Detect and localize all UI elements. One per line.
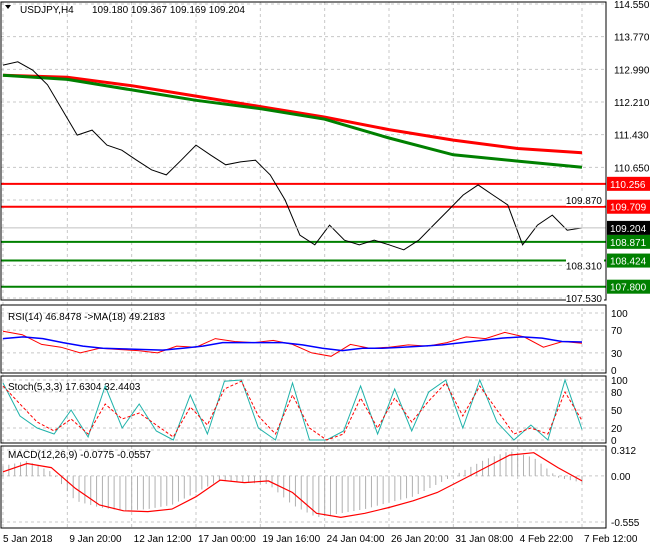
level-label-bg xyxy=(607,176,650,191)
macd-title: MACD(12,26,9) -0.0775 -0.0557 xyxy=(8,450,151,461)
y-tick-label-bg xyxy=(566,259,604,272)
macd-panel xyxy=(2,451,583,519)
x-tick-label: 31 Jan 08:00 xyxy=(455,534,513,545)
stoch-title: Stoch(5,3,3) 17.6304 32.4403 xyxy=(8,382,141,393)
x-tick-label: 12 Jan 12:00 xyxy=(134,534,192,545)
x-tick-label: 9 Jan 20:00 xyxy=(69,534,122,545)
y-tick-label: -0.555 xyxy=(611,518,640,529)
y-tick-label: 112.210 xyxy=(614,98,650,109)
y-tick-label: 111.430 xyxy=(614,131,649,142)
level-label-bg xyxy=(607,234,650,249)
y-tick-label: 107.530 xyxy=(566,294,603,305)
x-tick-label: 7 Feb 12:00 xyxy=(584,534,638,545)
x-tick-label: 4 Feb 22:00 xyxy=(520,534,574,545)
y-tick-label: 108.310 xyxy=(566,261,603,272)
level-label-bg xyxy=(607,199,650,214)
x-tick-label: 26 Jan 20:00 xyxy=(391,534,449,545)
rsi-panel xyxy=(2,330,583,357)
stoch-panel xyxy=(2,378,583,441)
y-tick-label: 0 xyxy=(611,436,617,447)
level-label: 110.256 xyxy=(610,180,646,191)
y-tick-label: 30 xyxy=(611,349,623,360)
ma-line xyxy=(2,73,583,169)
grid xyxy=(1,2,606,528)
y-tick-label: 20 xyxy=(611,424,623,435)
y-tick-label: 100 xyxy=(611,376,628,387)
x-tick-label: 5 Jan 2018 xyxy=(3,534,53,545)
ohlc-readout: 109.180 109.367 109.169 109.204 xyxy=(92,5,245,16)
y-tick-label: 80 xyxy=(611,388,623,399)
level-label-bg xyxy=(607,279,650,294)
panel-frame xyxy=(0,304,607,374)
y-tick-label: 0 xyxy=(611,366,617,377)
level-label: 108.424 xyxy=(610,257,647,268)
x-tick-label: 17 Jan 00:00 xyxy=(198,534,256,545)
price-line xyxy=(2,61,583,251)
current-price-bg xyxy=(607,220,650,235)
level-label: 108.871 xyxy=(610,238,647,249)
y-tick-label: 0.00 xyxy=(611,472,631,483)
y-tick-label-bg xyxy=(566,194,604,206)
price-panel xyxy=(1,61,606,288)
level-label: 109.709 xyxy=(610,203,647,214)
macd-signal-line xyxy=(2,452,583,519)
y-tick-label: 0.312 xyxy=(611,446,636,457)
panel-frame xyxy=(0,445,607,529)
y-tick-label: 112.990 xyxy=(614,65,650,76)
collapse-triangle-icon[interactable] xyxy=(5,5,11,9)
slow-ma-line xyxy=(2,73,583,155)
y-tick-label: 50 xyxy=(611,406,623,417)
panel-frame xyxy=(0,375,607,444)
y-tick-label-bg xyxy=(566,292,604,304)
rsi-title: RSI(14) 46.8478 ->MA(18) 49.2183 xyxy=(8,312,165,323)
level-label-bg xyxy=(607,253,650,268)
y-tick-label: 114.550 xyxy=(614,0,650,11)
y-tick-label: 100 xyxy=(611,309,628,320)
y-tick-label: 70 xyxy=(611,326,623,337)
y-tick-label: 109.870 xyxy=(566,196,603,207)
symbol-title: USDJPY,H4 xyxy=(20,5,74,16)
y-tick-label: 113.770 xyxy=(614,33,650,44)
stoch-signal-line xyxy=(2,380,583,441)
x-tick-label: 19 Jan 16:00 xyxy=(262,534,320,545)
current-price-label: 109.204 xyxy=(610,224,647,235)
level-label: 107.800 xyxy=(610,283,647,294)
rsi-ma-line xyxy=(2,336,583,352)
x-tick-label: 24 Jan 04:00 xyxy=(327,534,385,545)
panel-frame xyxy=(0,1,607,301)
y-tick-label: 110.650 xyxy=(614,163,650,174)
